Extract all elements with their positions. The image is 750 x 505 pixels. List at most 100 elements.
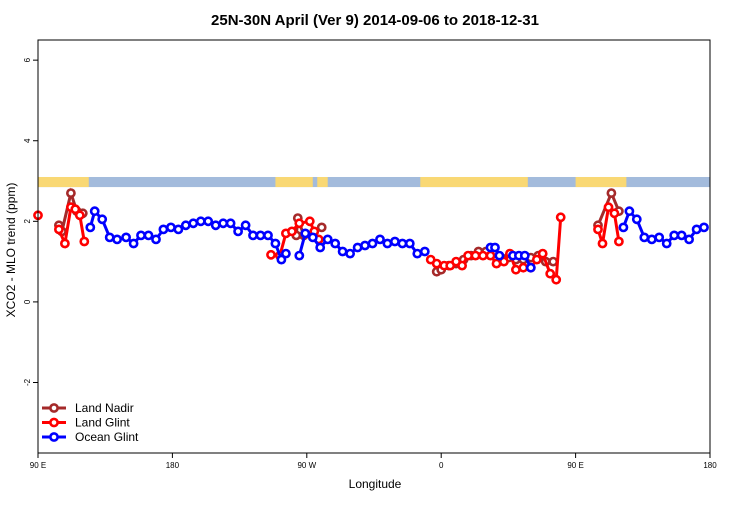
data-point (654, 232, 665, 243)
data-point (225, 218, 236, 229)
plot-lines (33, 187, 709, 285)
land-band (38, 176, 89, 188)
data-point (104, 232, 115, 243)
data-point (609, 208, 620, 219)
legend-item: Ocean Glint (42, 430, 139, 444)
data-point (389, 236, 400, 247)
data-point (143, 230, 154, 241)
data-point (255, 230, 266, 241)
data-point (404, 238, 415, 249)
data-point (548, 256, 559, 267)
data-point (136, 230, 146, 241)
data-point (203, 216, 214, 227)
data-point (322, 234, 333, 245)
data-point (337, 246, 348, 257)
data-point (240, 220, 251, 231)
chart-title: 25N-30N April (Ver 9) 2014-09-06 to 2018… (211, 12, 539, 29)
data-point (54, 224, 64, 235)
data-point (545, 268, 556, 279)
y-tick-label: 4 (23, 138, 32, 143)
data-point (121, 232, 131, 243)
legend-swatch-marker (49, 417, 59, 428)
data-point (470, 250, 481, 261)
data-point (352, 242, 363, 253)
data-point (248, 230, 258, 241)
data-point (360, 240, 370, 251)
legend-item: Land Nadir (42, 401, 134, 415)
legend-label: Ocean Glint (75, 430, 139, 444)
data-point (165, 222, 176, 233)
data-point (210, 220, 221, 231)
land-band (275, 176, 313, 188)
legend-label: Land Nadir (75, 401, 134, 415)
data-point (525, 262, 536, 273)
data-point (531, 254, 542, 265)
data-point (180, 220, 191, 231)
y-tick-label: 0 (23, 299, 32, 304)
data-point (263, 230, 273, 241)
x-tick-label: 90 E (567, 461, 583, 470)
data-point (367, 238, 378, 249)
data-point (691, 224, 702, 235)
data-point (70, 204, 81, 215)
data-point (624, 206, 635, 217)
land-ocean-mask (38, 176, 710, 188)
x-axis-label: Longitude (349, 477, 402, 491)
data-point (684, 234, 694, 245)
legend-swatch-marker (49, 432, 59, 442)
data-point (188, 218, 199, 229)
data-point (606, 188, 617, 198)
data-point (316, 222, 327, 233)
data-point (519, 250, 530, 261)
data-point (618, 222, 629, 233)
data-point (304, 216, 315, 227)
data-point (66, 188, 76, 198)
data-point (457, 260, 467, 271)
data-point (294, 218, 305, 229)
data-point (315, 242, 326, 253)
x-tick-label: 180 (166, 461, 180, 470)
axes: 90 E 180 90 W 0 90 E 180 -2 0 2 4 6 (23, 39, 717, 470)
ocean-band (38, 176, 710, 188)
land-band (317, 176, 328, 188)
data-point (498, 256, 509, 267)
data-point (375, 234, 385, 245)
data-point (266, 249, 276, 260)
land-band (575, 176, 627, 188)
data-point (551, 274, 562, 285)
data-point (85, 222, 96, 233)
legend-swatch-marker (49, 403, 59, 413)
x-tick-label: 0 (439, 461, 444, 470)
legend-item: Land Glint (42, 416, 130, 430)
data-point (300, 228, 311, 239)
data-point (382, 238, 393, 249)
data-point (555, 212, 566, 223)
data-point (419, 246, 430, 257)
data-point (431, 258, 442, 269)
data-point (233, 226, 243, 237)
data-point (330, 238, 341, 249)
y-tick-label: 2 (23, 219, 32, 224)
data-point (97, 214, 108, 225)
legend-label: Land Glint (75, 416, 130, 430)
data-point (603, 202, 614, 213)
y-tick-label: -2 (23, 378, 32, 386)
data-point (60, 238, 70, 249)
data-point (128, 238, 139, 249)
data-point (646, 234, 657, 245)
data-point (79, 236, 90, 247)
data-point (89, 206, 100, 217)
series-ocean-glint (85, 206, 709, 273)
data-point (511, 264, 521, 275)
x-tick-label: 90 E (30, 461, 46, 470)
data-point (699, 222, 709, 233)
data-point (614, 236, 624, 247)
data-point (494, 250, 505, 261)
data-point (491, 258, 502, 269)
data-point (639, 232, 650, 243)
data-point (112, 234, 122, 245)
data-point (537, 248, 548, 259)
data-point (478, 250, 488, 261)
